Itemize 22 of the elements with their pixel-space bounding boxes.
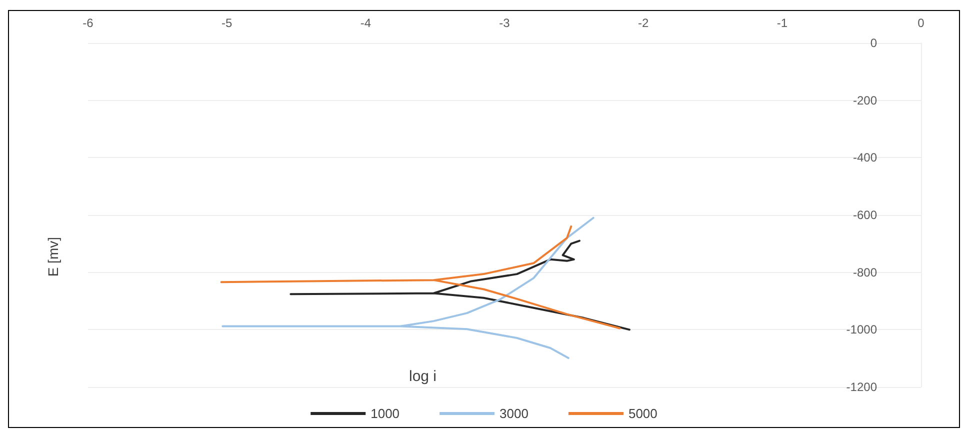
x-tick-label: 0 (918, 16, 925, 30)
x-axis-title: log i (409, 368, 437, 385)
x-tick-label: -5 (221, 16, 232, 30)
x-tick-label: -3 (499, 16, 510, 30)
legend-label: 3000 (500, 406, 528, 421)
legend-label: 1000 (370, 406, 400, 421)
y-tick-label: -200 (852, 93, 878, 108)
line-series (222, 216, 594, 360)
y-tick-label: -600 (852, 208, 878, 222)
y-tick-label: 0 (870, 36, 878, 50)
y-tick-label: -400 (852, 150, 878, 165)
y-tick-label: -1000 (846, 322, 878, 337)
x-tick-label: -6 (82, 16, 94, 30)
x-tick-label: -4 (360, 16, 372, 30)
y-tick-label: -800 (852, 265, 878, 280)
x-tick-label: -1 (776, 16, 788, 30)
legend-label: 5000 (628, 406, 658, 421)
line-series (290, 240, 630, 331)
y-axis-title: E [mv] (45, 236, 61, 277)
x-tick-label: -2 (638, 16, 649, 30)
y-tick-label: -1200 (846, 380, 878, 394)
line-series (220, 225, 621, 330)
